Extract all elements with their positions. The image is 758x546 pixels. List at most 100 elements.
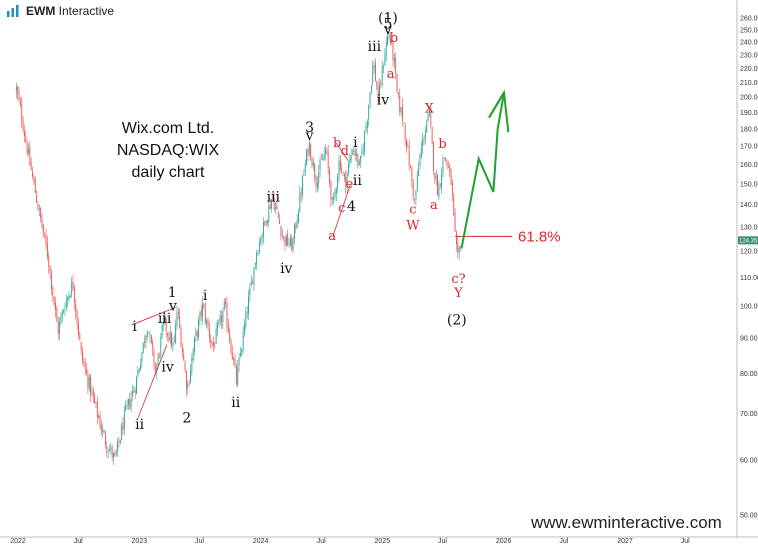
candle-body [253, 267, 255, 285]
wave-label: iv [377, 93, 389, 109]
candle-body [26, 142, 28, 154]
candle [185, 369, 187, 397]
candle [281, 228, 283, 239]
candle [113, 452, 114, 466]
candle-body [434, 172, 436, 179]
candle-body [38, 208, 40, 210]
candle [64, 302, 66, 316]
candle [208, 321, 210, 344]
candle-body [227, 324, 229, 333]
candle [191, 353, 193, 377]
candle [137, 366, 139, 378]
candle-body [322, 158, 324, 161]
candle [126, 399, 128, 410]
candle-body [160, 335, 162, 356]
candle-body [403, 122, 405, 124]
candle [29, 141, 31, 167]
candle-body [180, 328, 182, 348]
candle-body [395, 58, 397, 74]
candle-body [392, 41, 394, 61]
candle [84, 357, 86, 376]
candle-body [141, 352, 143, 363]
candle [345, 170, 347, 194]
wave-label: i [132, 319, 137, 335]
candle [318, 164, 320, 190]
candle-body [433, 142, 434, 171]
wave-label: W [406, 218, 420, 233]
candle-body [303, 174, 305, 176]
candle [223, 298, 225, 311]
candle [176, 305, 178, 331]
candle-body [118, 441, 120, 443]
candle [385, 36, 387, 62]
x-tick-label: Jul [681, 538, 690, 545]
candle [45, 228, 47, 250]
candle-body [454, 213, 456, 232]
wave-label: c [338, 201, 345, 216]
candle-body [357, 154, 359, 166]
helper-trend-line [131, 307, 176, 326]
candle [40, 207, 42, 223]
candle [99, 410, 101, 430]
candle [92, 387, 94, 403]
candle-body [211, 341, 213, 346]
candle-body [252, 281, 254, 284]
candle [303, 169, 305, 176]
candle-body [419, 155, 421, 167]
wave-label: iv [280, 261, 292, 277]
x-tick-label: Jul [438, 538, 447, 545]
candle [59, 317, 60, 341]
candle-body [407, 145, 409, 148]
candle-body [23, 131, 25, 136]
candle-body [90, 375, 92, 395]
candle-body [458, 247, 460, 254]
candle [416, 170, 418, 192]
candle-body [136, 376, 137, 394]
candle-body [250, 281, 252, 286]
wave-label: a [430, 198, 438, 213]
candle [167, 332, 168, 342]
candle [107, 449, 109, 459]
candle [435, 169, 437, 186]
candle [284, 236, 286, 252]
candle [406, 138, 407, 154]
candle [115, 449, 117, 457]
candle-body [177, 311, 179, 314]
candle-body [52, 287, 54, 296]
candle-body [117, 441, 119, 452]
candle-body [119, 439, 121, 444]
candle-body [411, 167, 413, 182]
candle-body [400, 107, 402, 113]
candle-body [195, 332, 197, 337]
candle-body [29, 147, 31, 165]
candle-body [401, 105, 403, 122]
logo-name: Interactive [58, 4, 115, 18]
wave-label: i [203, 288, 208, 304]
candle [127, 398, 129, 410]
candle-body [230, 340, 232, 353]
candle-body [453, 194, 455, 215]
candle-body [104, 433, 106, 446]
last-price-tag [738, 236, 758, 245]
candle-body [210, 339, 212, 343]
candle [72, 275, 74, 292]
candle [175, 319, 177, 345]
candle-body [319, 159, 321, 171]
candle [343, 173, 345, 182]
candle [361, 144, 363, 158]
candle-body [345, 176, 347, 187]
candle-body [55, 302, 56, 310]
candle-body [381, 66, 383, 85]
candle-body [316, 182, 318, 188]
candle-body [110, 447, 112, 450]
candle-body [72, 282, 74, 289]
candle-body [53, 295, 55, 305]
candle [50, 269, 52, 296]
candle [179, 308, 181, 329]
candle [335, 186, 337, 202]
candle [82, 346, 83, 366]
candle-body [146, 332, 148, 337]
candle-body [107, 451, 109, 453]
candle-body [49, 266, 51, 272]
candle [275, 202, 276, 215]
